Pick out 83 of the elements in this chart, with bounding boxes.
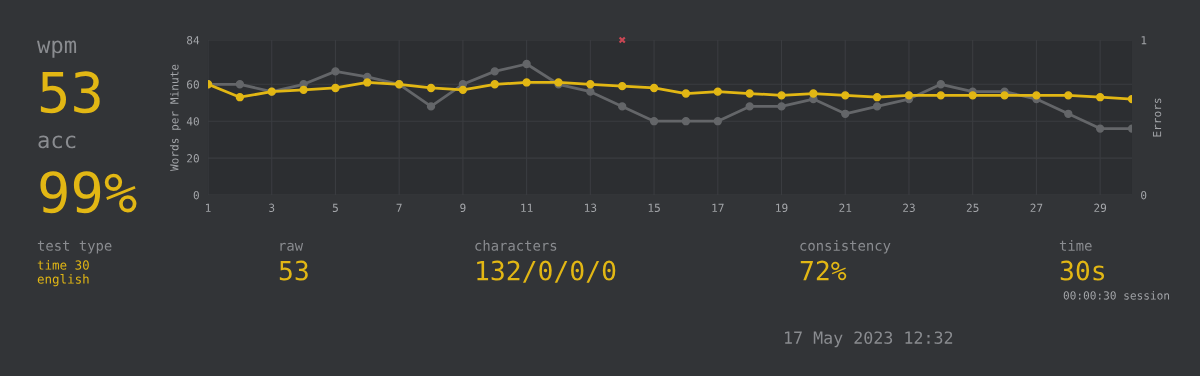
y2-tick-label: 0 [1141, 191, 1147, 200]
point [586, 87, 595, 96]
point [745, 89, 754, 98]
point [618, 102, 627, 111]
point [649, 83, 659, 93]
x-tick-label: 11 [521, 203, 533, 212]
x-tick-label: 17 [712, 203, 724, 212]
point [522, 59, 531, 69]
x-tick-label: 7 [396, 203, 402, 212]
text: 53 [279, 260, 308, 281]
x-tick-label: 13 [584, 203, 597, 212]
point [777, 102, 786, 111]
x-tick-label: 15 [648, 203, 660, 212]
y2-axis-title: Errors [1152, 98, 1162, 137]
text: 53 [40, 71, 100, 114]
point [681, 89, 691, 98]
y-tick-label: 84 [187, 36, 200, 45]
point [490, 67, 499, 76]
text: consistency [800, 240, 891, 254]
text: 132/0/0/0 [477, 260, 616, 283]
point [363, 78, 372, 87]
x-tick-label: 5 [332, 203, 338, 212]
point [522, 78, 531, 87]
x-tick-label: 25 [966, 203, 979, 212]
text: raw [280, 242, 304, 251]
point [1000, 91, 1009, 100]
text: acc [38, 135, 76, 149]
x-tick-label: 1 [205, 203, 211, 212]
point [235, 80, 245, 89]
point [904, 91, 914, 100]
text: english [37, 274, 89, 287]
point [809, 89, 818, 98]
x-tick-label: 3 [269, 203, 275, 212]
x-tick-label: 19 [776, 203, 788, 212]
text: time [1059, 240, 1092, 251]
point [1095, 93, 1105, 102]
text: 00:00:30 session [1063, 291, 1170, 300]
point [872, 93, 882, 102]
point [649, 117, 659, 126]
point [936, 91, 945, 100]
point [458, 85, 468, 94]
text: 72% [800, 260, 847, 281]
y-axis-title: Words per Minute [169, 64, 181, 172]
point [331, 67, 340, 76]
text: 30s [1060, 260, 1105, 281]
x-tick-label: 21 [839, 203, 852, 212]
point [713, 117, 722, 126]
text: time 30 [37, 260, 89, 270]
point [936, 80, 945, 89]
y-tick-label: 60 [187, 80, 199, 89]
point [777, 91, 786, 100]
point [681, 117, 691, 126]
point [490, 80, 499, 89]
point [745, 102, 754, 111]
y2-tick-label: 1 [1141, 36, 1147, 45]
text: 17 May 2023 12:32 [785, 331, 953, 348]
text: test type [37, 240, 112, 254]
y-tick-label: 40 [186, 117, 199, 126]
y-tick-label: 0 [193, 191, 199, 200]
point [872, 102, 882, 111]
text: wpm [37, 40, 77, 58]
point [1032, 91, 1041, 100]
y-tick-label: 20 [187, 154, 199, 163]
point [331, 83, 340, 93]
x-tick-label: 27 [1030, 203, 1043, 212]
text: characters [475, 240, 557, 251]
point [968, 91, 977, 100]
point [299, 85, 308, 94]
x-tick-label: 9 [460, 203, 466, 212]
point [426, 102, 436, 111]
x-tick-label: 23 [903, 203, 915, 212]
point [1064, 91, 1073, 100]
point [618, 81, 627, 91]
point [841, 109, 850, 118]
point [841, 91, 850, 100]
point [586, 80, 595, 89]
point [713, 87, 722, 96]
text: 99% [40, 171, 137, 214]
point [1095, 124, 1105, 133]
point [1064, 109, 1073, 118]
point [235, 93, 245, 102]
x-tick-label: 29 [1094, 203, 1107, 212]
point [426, 83, 436, 93]
